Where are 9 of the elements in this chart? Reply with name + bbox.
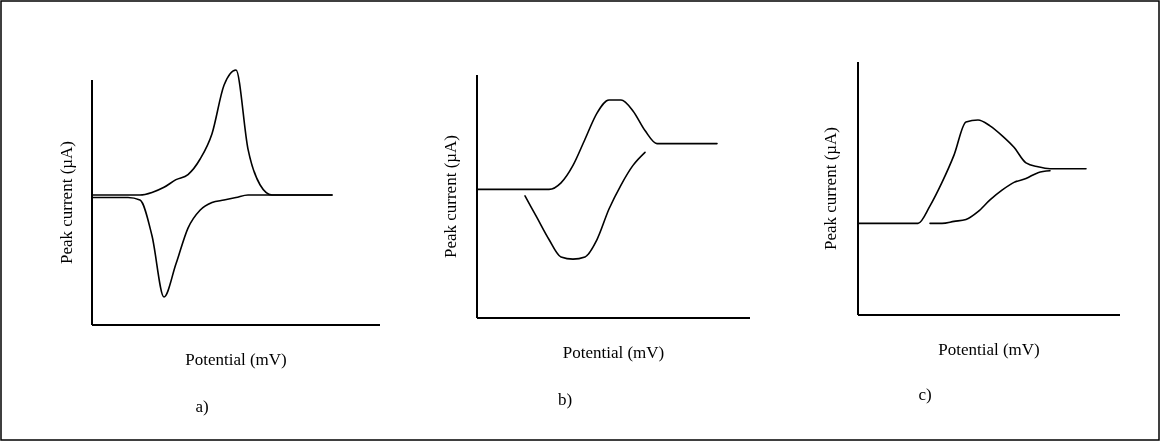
x-axis-title: Potential (mV) <box>938 340 1040 359</box>
y-axis-title: Peak current (µA) <box>821 126 840 251</box>
x-axis-title: Potential (mV) <box>185 350 287 369</box>
y-axis-title: Peak current (µA) <box>57 140 76 265</box>
text: c) <box>918 385 932 404</box>
x-axis-title: Potential (mV) <box>562 343 665 362</box>
y-axis-title: Peak current (µA) <box>441 134 460 259</box>
text: a) <box>195 397 209 416</box>
text: b) <box>557 390 573 409</box>
